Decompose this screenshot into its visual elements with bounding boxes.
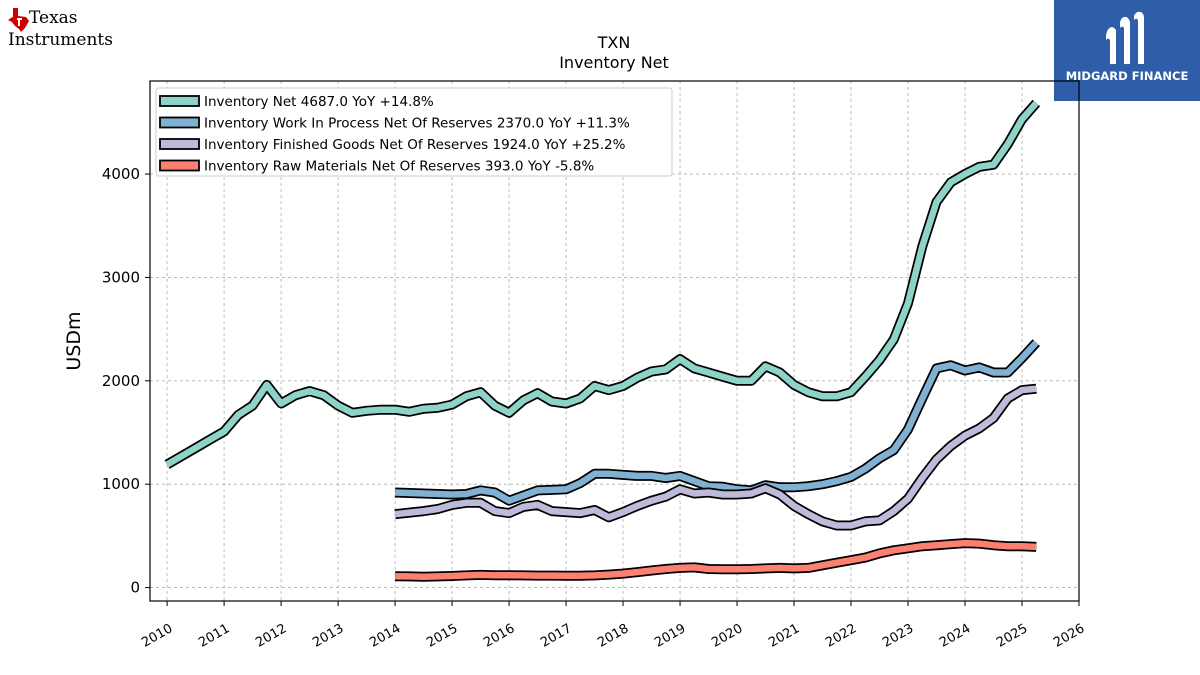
logo-line-1: Texas (29, 8, 78, 28)
series-line (395, 539, 1037, 580)
series-line (165, 100, 1039, 468)
x-tick-label: 2026 (1051, 621, 1087, 651)
texas-state-icon (8, 8, 29, 32)
x-tick-label: 2025 (994, 621, 1030, 651)
plot-frame (149, 80, 1080, 602)
x-tick-label: 2020 (709, 621, 745, 651)
x-tick-label: 2024 (937, 621, 973, 651)
series-line (394, 385, 1037, 529)
legend-swatch (159, 138, 200, 150)
x-tick-label: 2012 (253, 621, 289, 651)
x-tick-label: 2023 (880, 621, 916, 651)
x-tick-label: 2022 (823, 621, 859, 651)
y-tick-label: 2000 (102, 372, 140, 390)
midgard-finance-logo: MIDGARD FINANCE (1054, 0, 1200, 101)
series-layer (164, 99, 1041, 582)
legend-swatch (159, 159, 200, 172)
x-tick-label: 2018 (595, 621, 631, 651)
x-tick-label: 2013 (310, 621, 346, 651)
x-tick-label: 2017 (538, 621, 574, 651)
x-tick-label: 2010 (139, 621, 175, 651)
legend-label: Inventory Finished Goods Net Of Reserves… (204, 137, 626, 153)
x-tick-label: 2014 (367, 621, 403, 651)
midgard-finance-name: MIDGARD FINANCE (1065, 69, 1189, 83)
legend-swatch (159, 95, 200, 107)
y-tick-label: 0 (130, 579, 140, 597)
x-tick-label: 2011 (196, 621, 232, 651)
x-tick-label: 2015 (424, 621, 460, 651)
legend: Inventory Net 4687.0 YoY +14.8% Inventory… (155, 87, 673, 177)
legend-swatch (159, 116, 200, 129)
y-axis-label: USDm (63, 311, 85, 370)
x-tick-label: 2019 (652, 621, 688, 651)
y-tick-label: 4000 (102, 165, 140, 183)
x-tick-label: 2021 (766, 621, 802, 651)
series-line (394, 340, 1039, 504)
legend-label: Inventory Net 4687.0 YoY +14.8% (204, 94, 434, 110)
y-tick-label: 1000 (102, 475, 140, 493)
chart-subtitle: Inventory Net (559, 53, 669, 72)
chart-title: TXN (597, 33, 631, 52)
x-tick-label: 2016 (481, 621, 517, 651)
texas-instruments-logo (8, 8, 143, 54)
logo-line-2: Instruments (8, 30, 113, 50)
y-tick-label: 3000 (102, 268, 140, 286)
midgard-emblem-icon (1106, 11, 1144, 65)
legend-label: Inventory Raw Materials Net Of Reserves … (204, 159, 594, 175)
legend-box (155, 87, 673, 177)
legend-label: Inventory Work In Process Net Of Reserve… (204, 116, 630, 132)
